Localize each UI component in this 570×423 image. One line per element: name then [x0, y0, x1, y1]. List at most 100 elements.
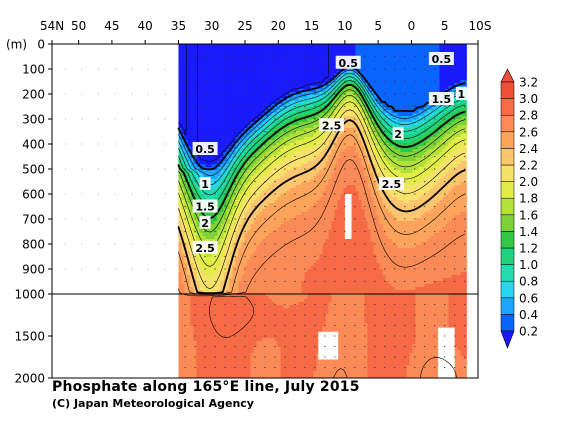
- sample-point: [234, 68, 236, 70]
- sample-point: [184, 55, 186, 58]
- grid-dot: [164, 193, 166, 195]
- sample-point: [234, 356, 236, 358]
- sample-point: [264, 205, 266, 208]
- sample-point: [424, 366, 426, 369]
- sample-point: [384, 303, 386, 306]
- colorbar-label: 1.8: [519, 192, 538, 206]
- sample-point: [304, 345, 306, 348]
- sample-point: [324, 366, 326, 369]
- sample-point: [284, 356, 286, 358]
- colorbar-segment: [500, 114, 515, 133]
- grid-dot: [148, 193, 150, 195]
- sample-point: [444, 68, 446, 70]
- sample-point: [384, 268, 386, 270]
- grid-dot: [98, 193, 100, 195]
- sample-point: [384, 335, 386, 337]
- sample-point: [224, 55, 226, 58]
- sample-point: [454, 118, 456, 120]
- sample-point: [344, 93, 346, 95]
- sample-point: [244, 268, 246, 270]
- sample-point: [214, 105, 216, 108]
- sample-point: [364, 168, 366, 170]
- sample-point: [204, 68, 206, 70]
- sample-point: [204, 280, 206, 283]
- sample-point: [284, 130, 286, 133]
- sample-point: [314, 205, 316, 208]
- sample-point: [344, 324, 346, 327]
- sample-point: [344, 303, 346, 306]
- sample-point: [314, 335, 316, 337]
- sample-point: [344, 180, 346, 183]
- sample-point: [334, 303, 336, 306]
- grid-dot: [131, 168, 133, 170]
- sample-point: [374, 303, 376, 306]
- sample-point: [194, 68, 196, 70]
- colorbar-segment: [500, 197, 515, 216]
- sample-point: [434, 105, 436, 108]
- sample-point: [364, 143, 366, 145]
- sample-point: [404, 303, 406, 306]
- sample-point: [374, 268, 376, 270]
- sample-point: [234, 335, 236, 337]
- sample-point: [464, 303, 466, 306]
- sample-point: [334, 168, 336, 170]
- sample-point: [234, 324, 236, 327]
- sample-point: [294, 118, 296, 120]
- sample-point: [354, 255, 356, 258]
- x-tick-label: 10: [337, 19, 352, 33]
- sample-point: [224, 205, 226, 208]
- sample-point: [194, 55, 196, 58]
- sample-point: [214, 155, 216, 158]
- sample-point: [414, 268, 416, 270]
- sample-point: [254, 130, 256, 133]
- sample-point: [234, 366, 236, 369]
- sample-point: [424, 80, 426, 83]
- sample-point: [364, 268, 366, 270]
- sample-point: [314, 130, 316, 133]
- sample-point: [454, 345, 456, 348]
- sample-point: [404, 193, 406, 195]
- sample-point: [364, 55, 366, 58]
- sample-point: [254, 93, 256, 95]
- x-tick-label: 45: [104, 19, 119, 33]
- sample-point: [434, 324, 436, 327]
- sample-point: [314, 230, 316, 233]
- sample-point: [254, 55, 256, 58]
- sample-point: [434, 68, 436, 70]
- sample-point: [204, 130, 206, 133]
- grid-dot: [98, 118, 100, 120]
- sample-point: [254, 193, 256, 195]
- contour-1.5: [177, 83, 466, 220]
- sample-point: [224, 324, 226, 327]
- sample-point: [454, 243, 456, 245]
- sample-point: [214, 118, 216, 120]
- sample-point: [244, 335, 246, 337]
- sample-point: [344, 345, 346, 348]
- grid-dot: [131, 193, 133, 195]
- contour-3.1: [209, 296, 255, 338]
- sample-point: [224, 118, 226, 120]
- sample-point: [204, 230, 206, 233]
- sample-point: [304, 335, 306, 337]
- sample-point: [354, 366, 356, 369]
- sample-point: [324, 314, 326, 316]
- grid-dot: [114, 68, 116, 70]
- sample-point: [234, 314, 236, 316]
- sample-point: [294, 55, 296, 58]
- sample-point: [404, 105, 406, 108]
- sample-point: [394, 345, 396, 348]
- sample-point: [224, 314, 226, 316]
- sample-point: [444, 193, 446, 195]
- sample-point: [264, 280, 266, 283]
- sample-point: [354, 230, 356, 233]
- sample-point: [284, 366, 286, 369]
- sample-point: [264, 168, 266, 170]
- colorbar-label: 1.2: [519, 242, 538, 256]
- sample-point: [444, 314, 446, 316]
- sample-point: [344, 268, 346, 270]
- grid-dot: [64, 218, 66, 220]
- sample-point: [204, 345, 206, 348]
- sample-point: [344, 80, 346, 83]
- sample-point: [374, 255, 376, 258]
- sample-point: [334, 193, 336, 195]
